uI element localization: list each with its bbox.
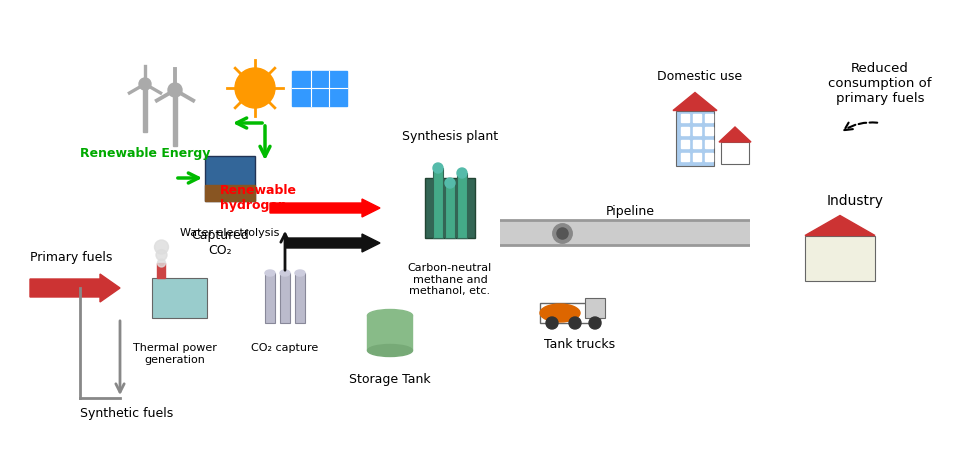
Bar [680,152,688,160]
Bar [205,156,254,201]
Ellipse shape [280,270,290,276]
Text: CO₂ capture: CO₂ capture [251,343,318,353]
Circle shape [545,317,558,329]
Ellipse shape [367,344,412,357]
Circle shape [588,317,600,329]
Bar [704,114,712,122]
Bar [804,236,874,280]
Bar [680,114,688,122]
Text: Industry: Industry [825,194,882,208]
Bar [704,140,712,148]
Polygon shape [804,216,874,236]
Text: Pipeline: Pipeline [605,205,654,218]
Bar [205,185,254,201]
Bar [157,263,165,278]
Circle shape [568,317,580,329]
Circle shape [157,259,165,267]
Bar [692,140,700,148]
Text: Storage Tank: Storage Tank [349,373,431,386]
Bar [172,90,177,146]
Bar [676,111,713,166]
Ellipse shape [294,270,305,276]
Circle shape [156,249,167,261]
Text: Domestic use: Domestic use [657,70,741,83]
Ellipse shape [367,309,412,322]
Bar [143,84,147,132]
Text: Carbon-neutral
methane and
methanol, etc.: Carbon-neutral methane and methanol, etc… [408,263,492,296]
Bar [456,173,467,238]
Circle shape [456,168,467,178]
Bar [280,273,290,323]
Bar [265,273,274,323]
Bar [444,183,455,238]
Circle shape [139,78,151,90]
Text: Primary fuels: Primary fuels [30,252,112,264]
Bar [294,273,305,323]
Circle shape [154,240,169,254]
Circle shape [433,163,442,173]
Text: Reduced
consumption of
primary fuels: Reduced consumption of primary fuels [827,61,931,105]
Bar [152,278,208,318]
Bar [692,126,700,134]
Circle shape [234,68,274,108]
Text: Tank trucks: Tank trucks [544,338,615,351]
Bar [433,168,442,238]
Text: Thermal power
generation: Thermal power generation [132,343,216,365]
Bar [704,152,712,160]
Circle shape [444,178,455,188]
Bar [367,315,412,350]
Bar [692,152,700,160]
FancyArrow shape [270,199,379,217]
Bar [293,70,347,105]
Bar [704,126,712,134]
Polygon shape [719,127,750,142]
Bar [424,178,475,238]
Bar [720,142,748,164]
Text: Water electrolysis: Water electrolysis [180,228,279,238]
FancyArrow shape [285,234,379,252]
Bar [584,298,604,318]
Text: Renewable
hydrogen: Renewable hydrogen [220,184,296,212]
Text: Synthesis plant: Synthesis plant [401,130,497,143]
Bar [539,303,599,323]
Text: Renewable Energy: Renewable Energy [80,147,211,159]
Ellipse shape [539,304,579,322]
Bar [680,140,688,148]
Polygon shape [672,93,717,111]
Ellipse shape [265,270,274,276]
Circle shape [168,83,182,97]
Text: Synthetic fuels: Synthetic fuels [80,406,173,420]
Text: Captured
CO₂: Captured CO₂ [191,229,249,257]
Bar [692,114,700,122]
FancyArrow shape [30,274,120,302]
Bar [680,126,688,134]
